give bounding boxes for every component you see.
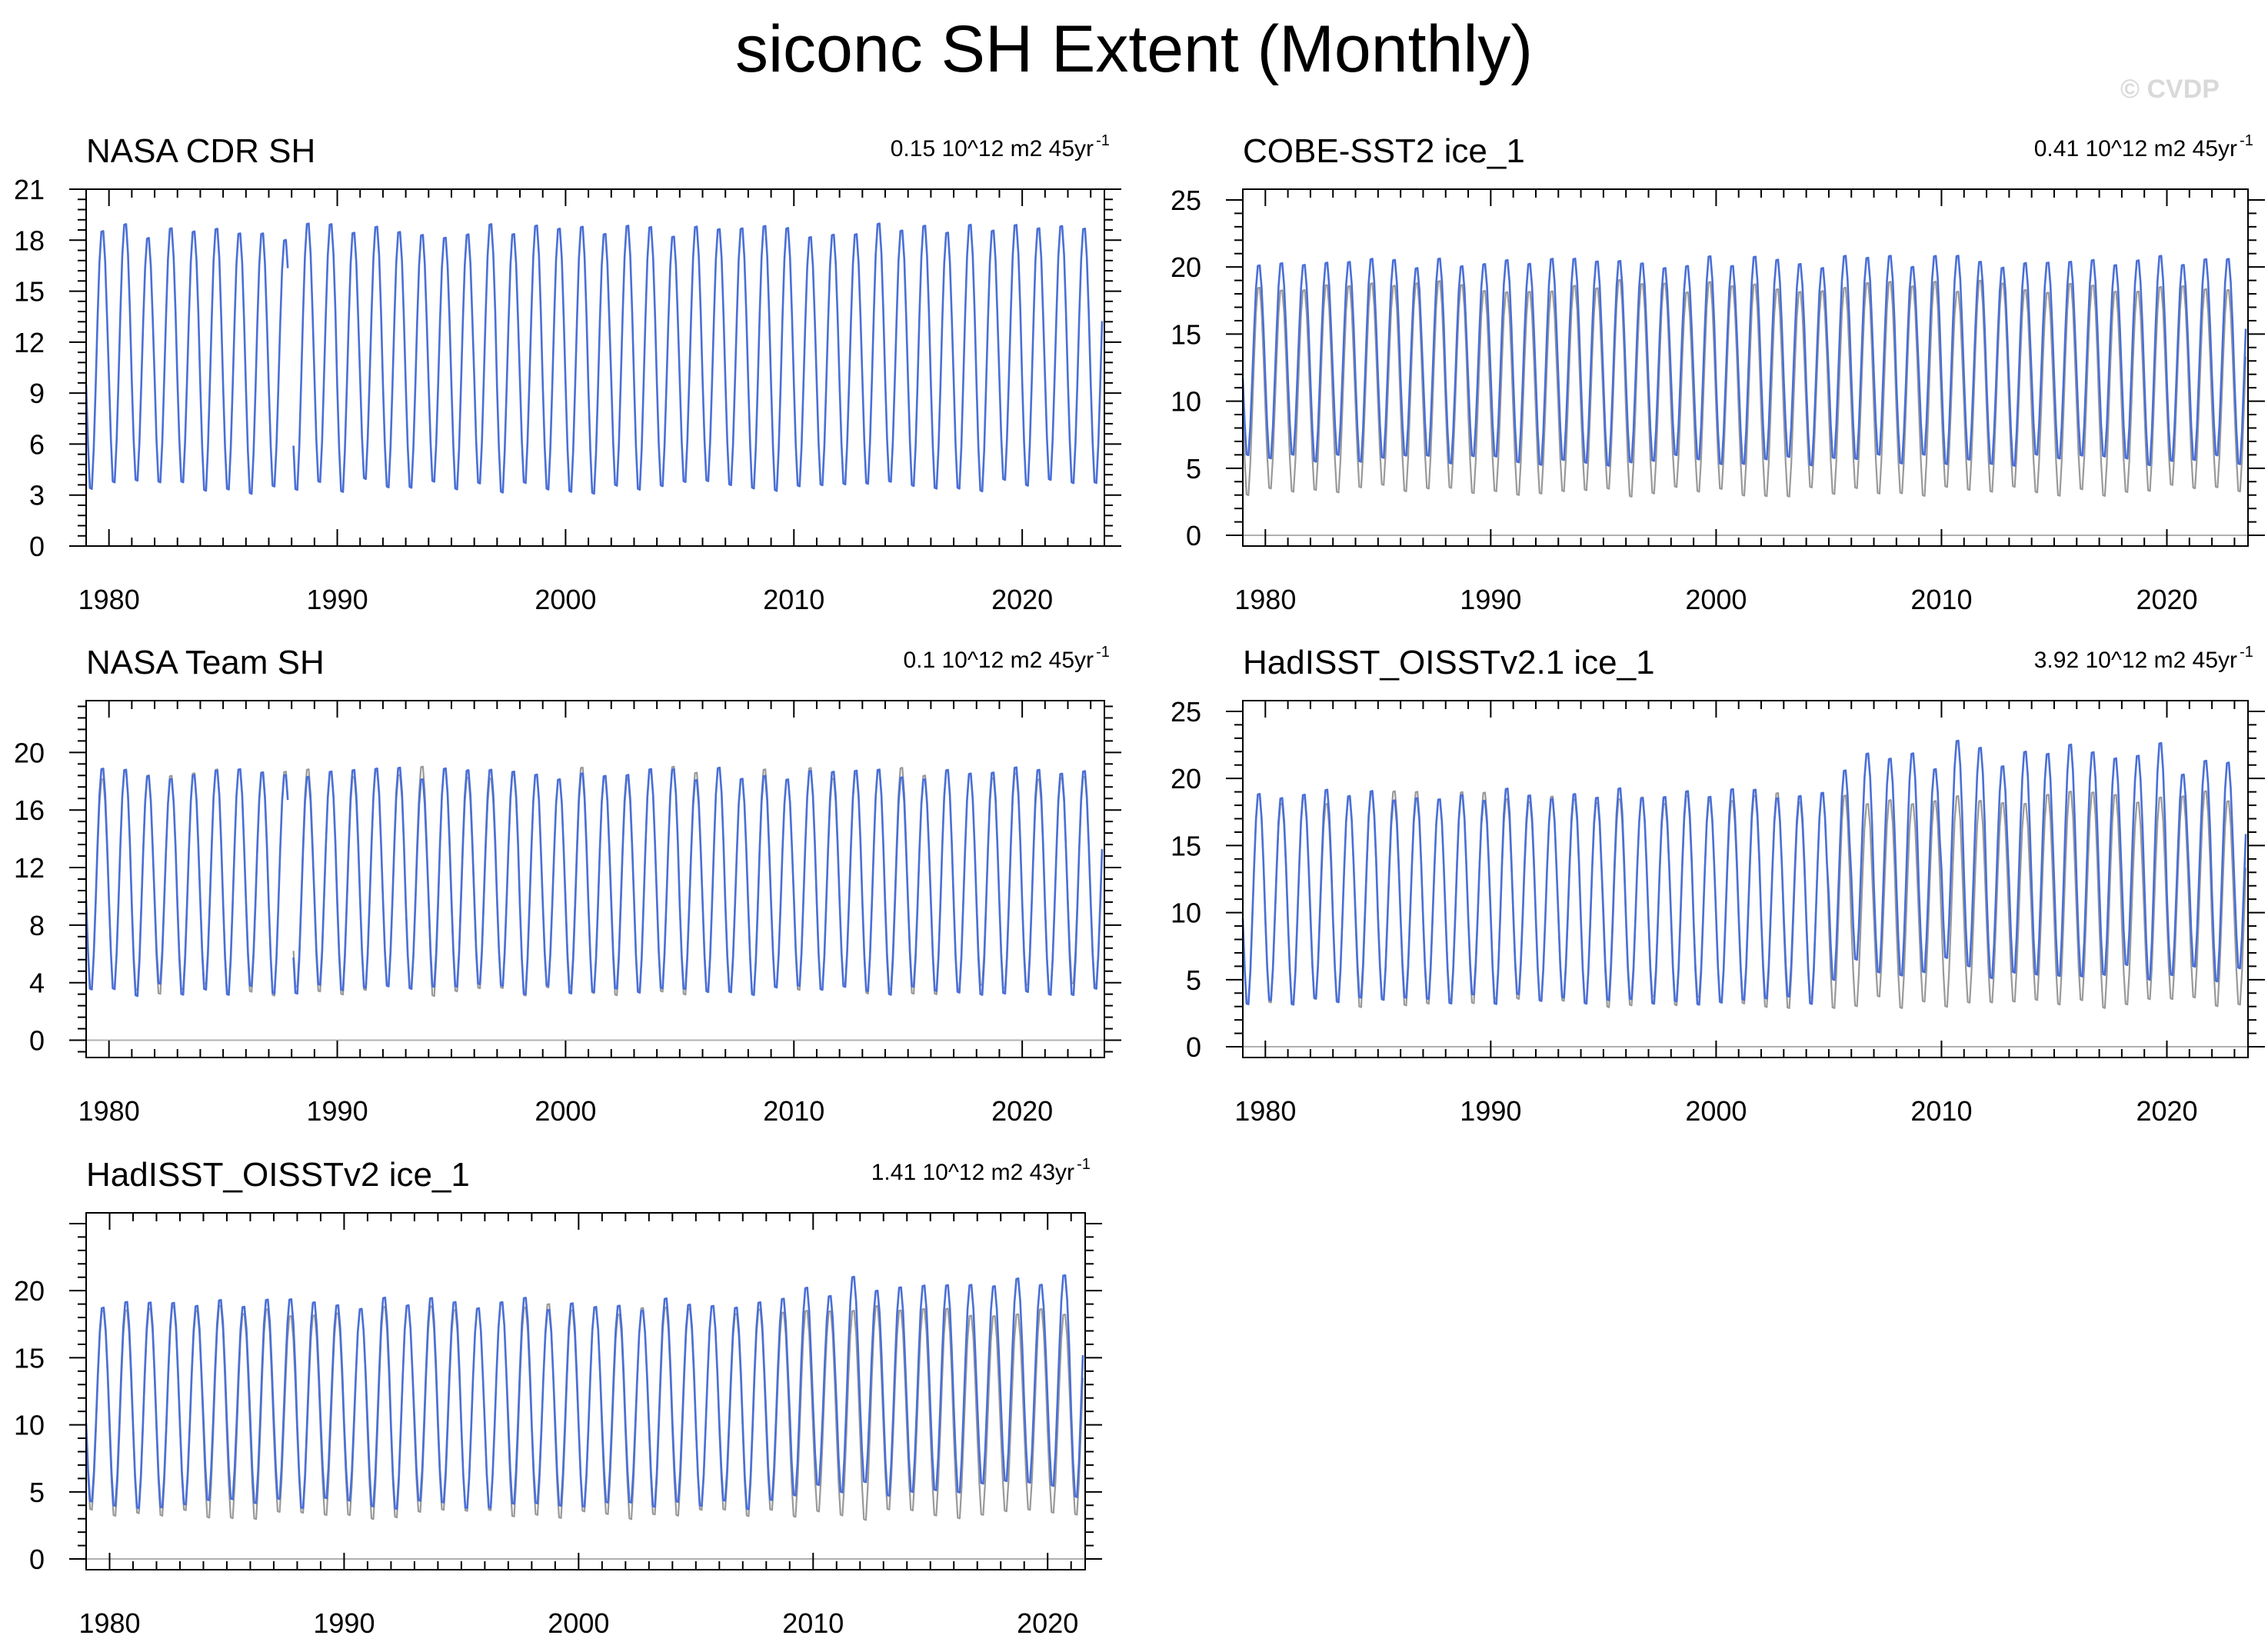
series-line-1 (1241, 278, 2247, 498)
x-tick-label: 2000 (1685, 1095, 1747, 1127)
y-tick-label: 15 (1171, 830, 1201, 861)
x-tick-label: 2020 (991, 584, 1053, 615)
y-tick-label: 3 (29, 480, 45, 511)
x-tick-label: 2010 (763, 584, 824, 615)
x-tick-label: 2010 (763, 1095, 824, 1127)
panel-1: NASA CDR SH 0.15 10^12 m2 45yr -1 1980 1990 2… (14, 132, 1121, 615)
trend-exponent: -1 (1096, 644, 1110, 661)
x-tick-label: 2000 (548, 1607, 609, 1639)
x-tick-label: 1990 (313, 1607, 375, 1639)
y-tick-label: 25 (1171, 696, 1201, 728)
y-tick-label: 0 (1186, 1031, 1201, 1063)
plot-frame (85, 188, 1105, 547)
trend-exponent: -1 (1096, 132, 1110, 149)
y-tick-label: 0 (1186, 520, 1201, 551)
x-tick-label: 2010 (1910, 1095, 1972, 1127)
x-tick-label: 2010 (782, 1607, 844, 1639)
y-tick-label: 0 (29, 1025, 45, 1057)
x-tick-label: 1990 (307, 584, 368, 615)
panel-title: COBE-SST2 ice_1 (1243, 132, 1525, 170)
y-tick-label: 25 (1171, 185, 1201, 216)
y-tick-label: 6 (29, 428, 45, 460)
series-line-2 (1241, 739, 2247, 1006)
x-tick-label: 1990 (1460, 584, 1521, 615)
x-tick-label: 2020 (991, 1095, 1053, 1127)
plot-frame (1242, 700, 2249, 1058)
trend-exponent: -1 (2240, 644, 2253, 661)
y-tick-label: 5 (29, 1477, 45, 1508)
x-tick-label: 2000 (535, 584, 596, 615)
panel-4: HadISST_OISSTv2.1 ice_1 3.92 10^12 m2 45y… (1171, 644, 2265, 1127)
y-tick-label: 21 (14, 174, 45, 205)
series-line-2 (85, 766, 1104, 998)
y-tick-label: 5 (1186, 453, 1201, 485)
trend-label: 1.41 10^12 m2 43yr (871, 1160, 1074, 1185)
x-tick-label: 2000 (1685, 584, 1747, 615)
y-tick-label: 9 (29, 378, 45, 409)
y-tick-label: 12 (14, 327, 45, 358)
y-tick-label: 15 (1171, 318, 1201, 350)
page-title: siconc SH Extent (Monthly) (734, 12, 1534, 86)
x-tick-label: 1980 (1234, 584, 1296, 615)
series-line-1 (85, 222, 1104, 495)
y-tick-label: 15 (14, 276, 45, 308)
x-tick-label: 1990 (1460, 1095, 1521, 1127)
series-line-2 (85, 1274, 1084, 1510)
x-tick-label: 2020 (2136, 584, 2197, 615)
plot-frame (1242, 188, 2249, 547)
y-tick-label: 20 (14, 1275, 45, 1307)
panel-title: NASA CDR SH (86, 132, 315, 170)
x-tick-label: 2000 (535, 1095, 596, 1127)
y-tick-label: 0 (29, 1544, 45, 1575)
y-tick-label: 0 (29, 531, 45, 562)
x-tick-label: 1980 (78, 1607, 140, 1639)
trend-label: 0.15 10^12 m2 45yr (891, 136, 1094, 162)
y-tick-label: 8 (29, 910, 45, 941)
y-tick-label: 15 (14, 1342, 45, 1374)
series-line-2 (1241, 255, 2247, 467)
y-tick-label: 4 (29, 968, 45, 999)
series-line-1 (1241, 790, 2247, 1009)
y-tick-label: 16 (14, 794, 45, 826)
y-tick-label: 20 (1171, 763, 1201, 794)
x-tick-label: 1980 (78, 1095, 140, 1127)
plot-frame (85, 1212, 1086, 1570)
trend-label: 3.92 10^12 m2 45yr (2034, 648, 2237, 673)
x-tick-label: 1990 (307, 1095, 368, 1127)
y-tick-label: 20 (14, 737, 45, 768)
panel-2: COBE-SST2 ice_1 0.41 10^12 m2 45yr -1 1980 1… (1171, 132, 2265, 615)
x-tick-label: 1980 (78, 584, 140, 615)
watermark: © CVDP (2120, 75, 2220, 104)
trend-exponent: -1 (2240, 132, 2253, 149)
x-tick-label: 2020 (1017, 1607, 1078, 1639)
y-tick-label: 10 (14, 1410, 45, 1441)
panel-5: HadISST_OISSTv2 ice_1 1.41 10^12 m2 43yr -… (14, 1156, 1102, 1639)
y-tick-label: 20 (1171, 251, 1201, 283)
panel-title: HadISST_OISSTv2 ice_1 (86, 1156, 470, 1194)
y-tick-label: 10 (1171, 898, 1201, 929)
x-tick-label: 2020 (2136, 1095, 2197, 1127)
panel-3: NASA Team SH 0.1 10^12 m2 45yr -1 1980 1990 2… (14, 644, 1121, 1127)
trend-label: 0.1 10^12 m2 45yr (903, 648, 1094, 673)
trend-exponent: -1 (1077, 1156, 1091, 1173)
x-tick-label: 1980 (1234, 1095, 1296, 1127)
trend-label: 0.41 10^12 m2 45yr (2034, 136, 2237, 162)
y-tick-label: 12 (14, 852, 45, 884)
panel-title: NASA Team SH (86, 644, 325, 681)
x-tick-label: 2010 (1910, 584, 1972, 615)
panel-title: HadISST_OISSTv2.1 ice_1 (1243, 644, 1655, 681)
y-tick-label: 18 (14, 225, 45, 256)
y-tick-label: 5 (1186, 964, 1201, 996)
y-tick-label: 10 (1171, 386, 1201, 418)
plot-frame (85, 700, 1105, 1058)
